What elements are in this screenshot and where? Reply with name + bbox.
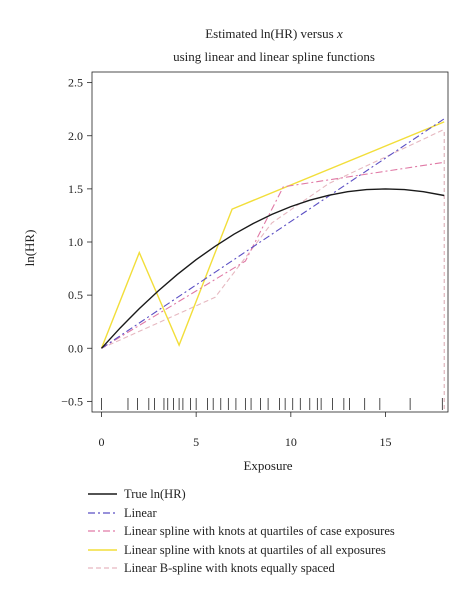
- series-line: [100, 188, 445, 349]
- x-axis-label: Exposure: [243, 458, 292, 473]
- legend-label: Linear spline with knots at quartiles of…: [124, 524, 395, 538]
- chart-title-variable: x: [336, 26, 343, 41]
- y-tick-label: 0.5: [68, 288, 83, 302]
- series-line: [101, 118, 445, 349]
- series-line: [101, 161, 445, 349]
- chart-title-text: Estimated ln(HR) versus: [205, 26, 337, 41]
- y-tick-label: 1.5: [68, 182, 83, 196]
- x-tick-label: 0: [98, 435, 104, 449]
- plot-frame: [91, 71, 449, 413]
- legend: True ln(HR) Linear Linear spline with knot…: [88, 487, 395, 575]
- rug-marks: [101, 398, 443, 410]
- legend-label: Linear B-spline with knots equally space…: [124, 561, 335, 575]
- y-tick-label: 2.0: [68, 129, 83, 143]
- series-line: [101, 128, 445, 349]
- y-tick-label: −0.5: [61, 394, 83, 408]
- chart-title-line-2: using linear and linear spline functions: [173, 49, 375, 64]
- x-tick-label: 5: [193, 435, 199, 449]
- legend-label: Linear: [124, 506, 157, 520]
- axes: 0 5 10 15 −0.5 0.0 0.5 1.0 1.5 2.0 2.5: [61, 76, 391, 449]
- series-line: [100, 121, 445, 349]
- chart-title-line-1: Estimated ln(HR) versus x: [205, 26, 343, 41]
- x-tick-label: 15: [380, 435, 392, 449]
- y-axis-label: ln(HR): [22, 230, 37, 267]
- series-lines: [100, 118, 445, 412]
- legend-label: True ln(HR): [124, 487, 186, 501]
- x-tick-label: 10: [285, 435, 297, 449]
- legend-label: Linear spline with knots at quartiles of…: [124, 543, 386, 557]
- y-tick-label: 2.5: [68, 76, 83, 90]
- y-tick-label: 0.0: [68, 341, 83, 355]
- y-tick-label: 1.0: [68, 235, 83, 249]
